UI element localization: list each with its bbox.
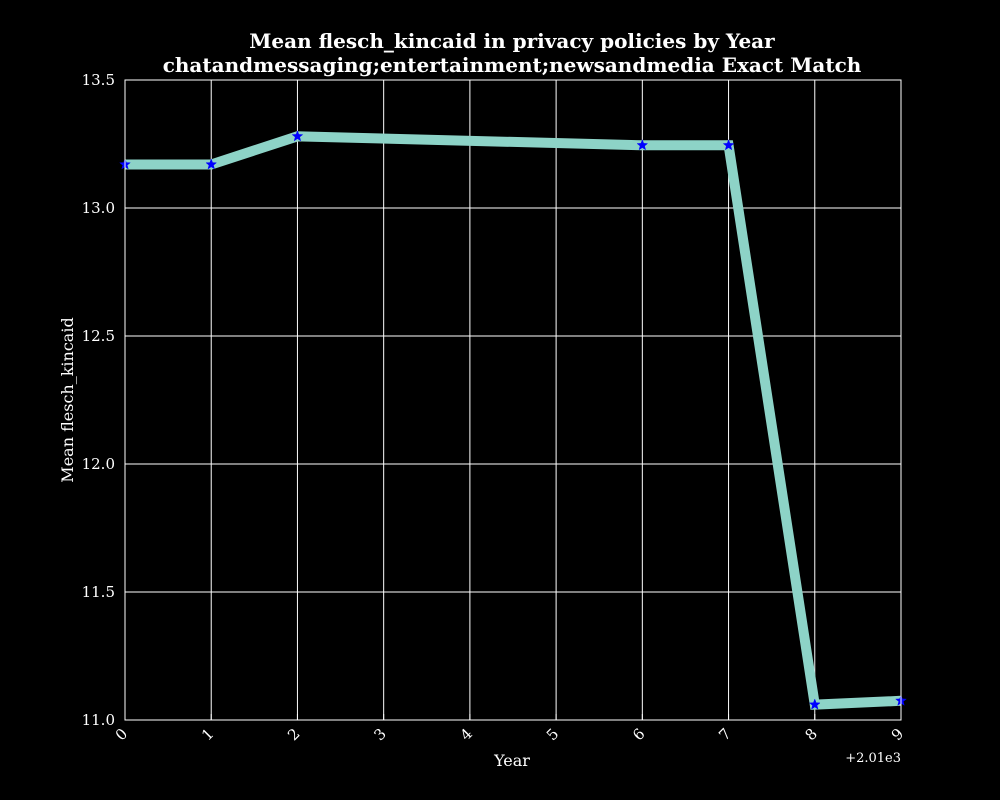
y-tick-label: 11.0 — [82, 711, 115, 729]
x-tick-label: 9 — [888, 725, 907, 744]
y-tick-label: 12.5 — [82, 327, 115, 345]
y-tick-label: 13.0 — [82, 199, 115, 217]
x-tick-label: 7 — [715, 725, 734, 744]
y-axis-label: Mean flesch_kincaid — [58, 317, 77, 482]
series-line — [125, 136, 901, 704]
x-tick-label: 1 — [198, 725, 217, 744]
x-tick-label: 8 — [802, 725, 821, 744]
chart-title: Mean flesch_kincaid in privacy policies … — [249, 29, 775, 53]
x-tick-label: 2 — [284, 725, 303, 744]
x-tick-label: 4 — [457, 725, 476, 744]
chart-subtitle: chatandmessaging;entertainment;newsandme… — [163, 53, 862, 77]
x-tick-label: 6 — [629, 725, 648, 744]
y-tick-label: 13.5 — [82, 71, 115, 89]
y-tick-label: 12.0 — [82, 455, 115, 473]
x-tick-label: 5 — [543, 725, 562, 744]
x-axis-label: Year — [493, 751, 530, 770]
grid — [125, 80, 901, 720]
y-ticks: 11.0 11.5 12.0 12.5 13.0 13.5 — [82, 71, 131, 729]
series-layer — [120, 131, 906, 709]
x-tick-label: 3 — [370, 725, 389, 744]
x-offset-label: +2.01e3 — [845, 751, 901, 766]
plot-frame — [125, 80, 901, 720]
y-tick-label: 11.5 — [82, 583, 115, 601]
